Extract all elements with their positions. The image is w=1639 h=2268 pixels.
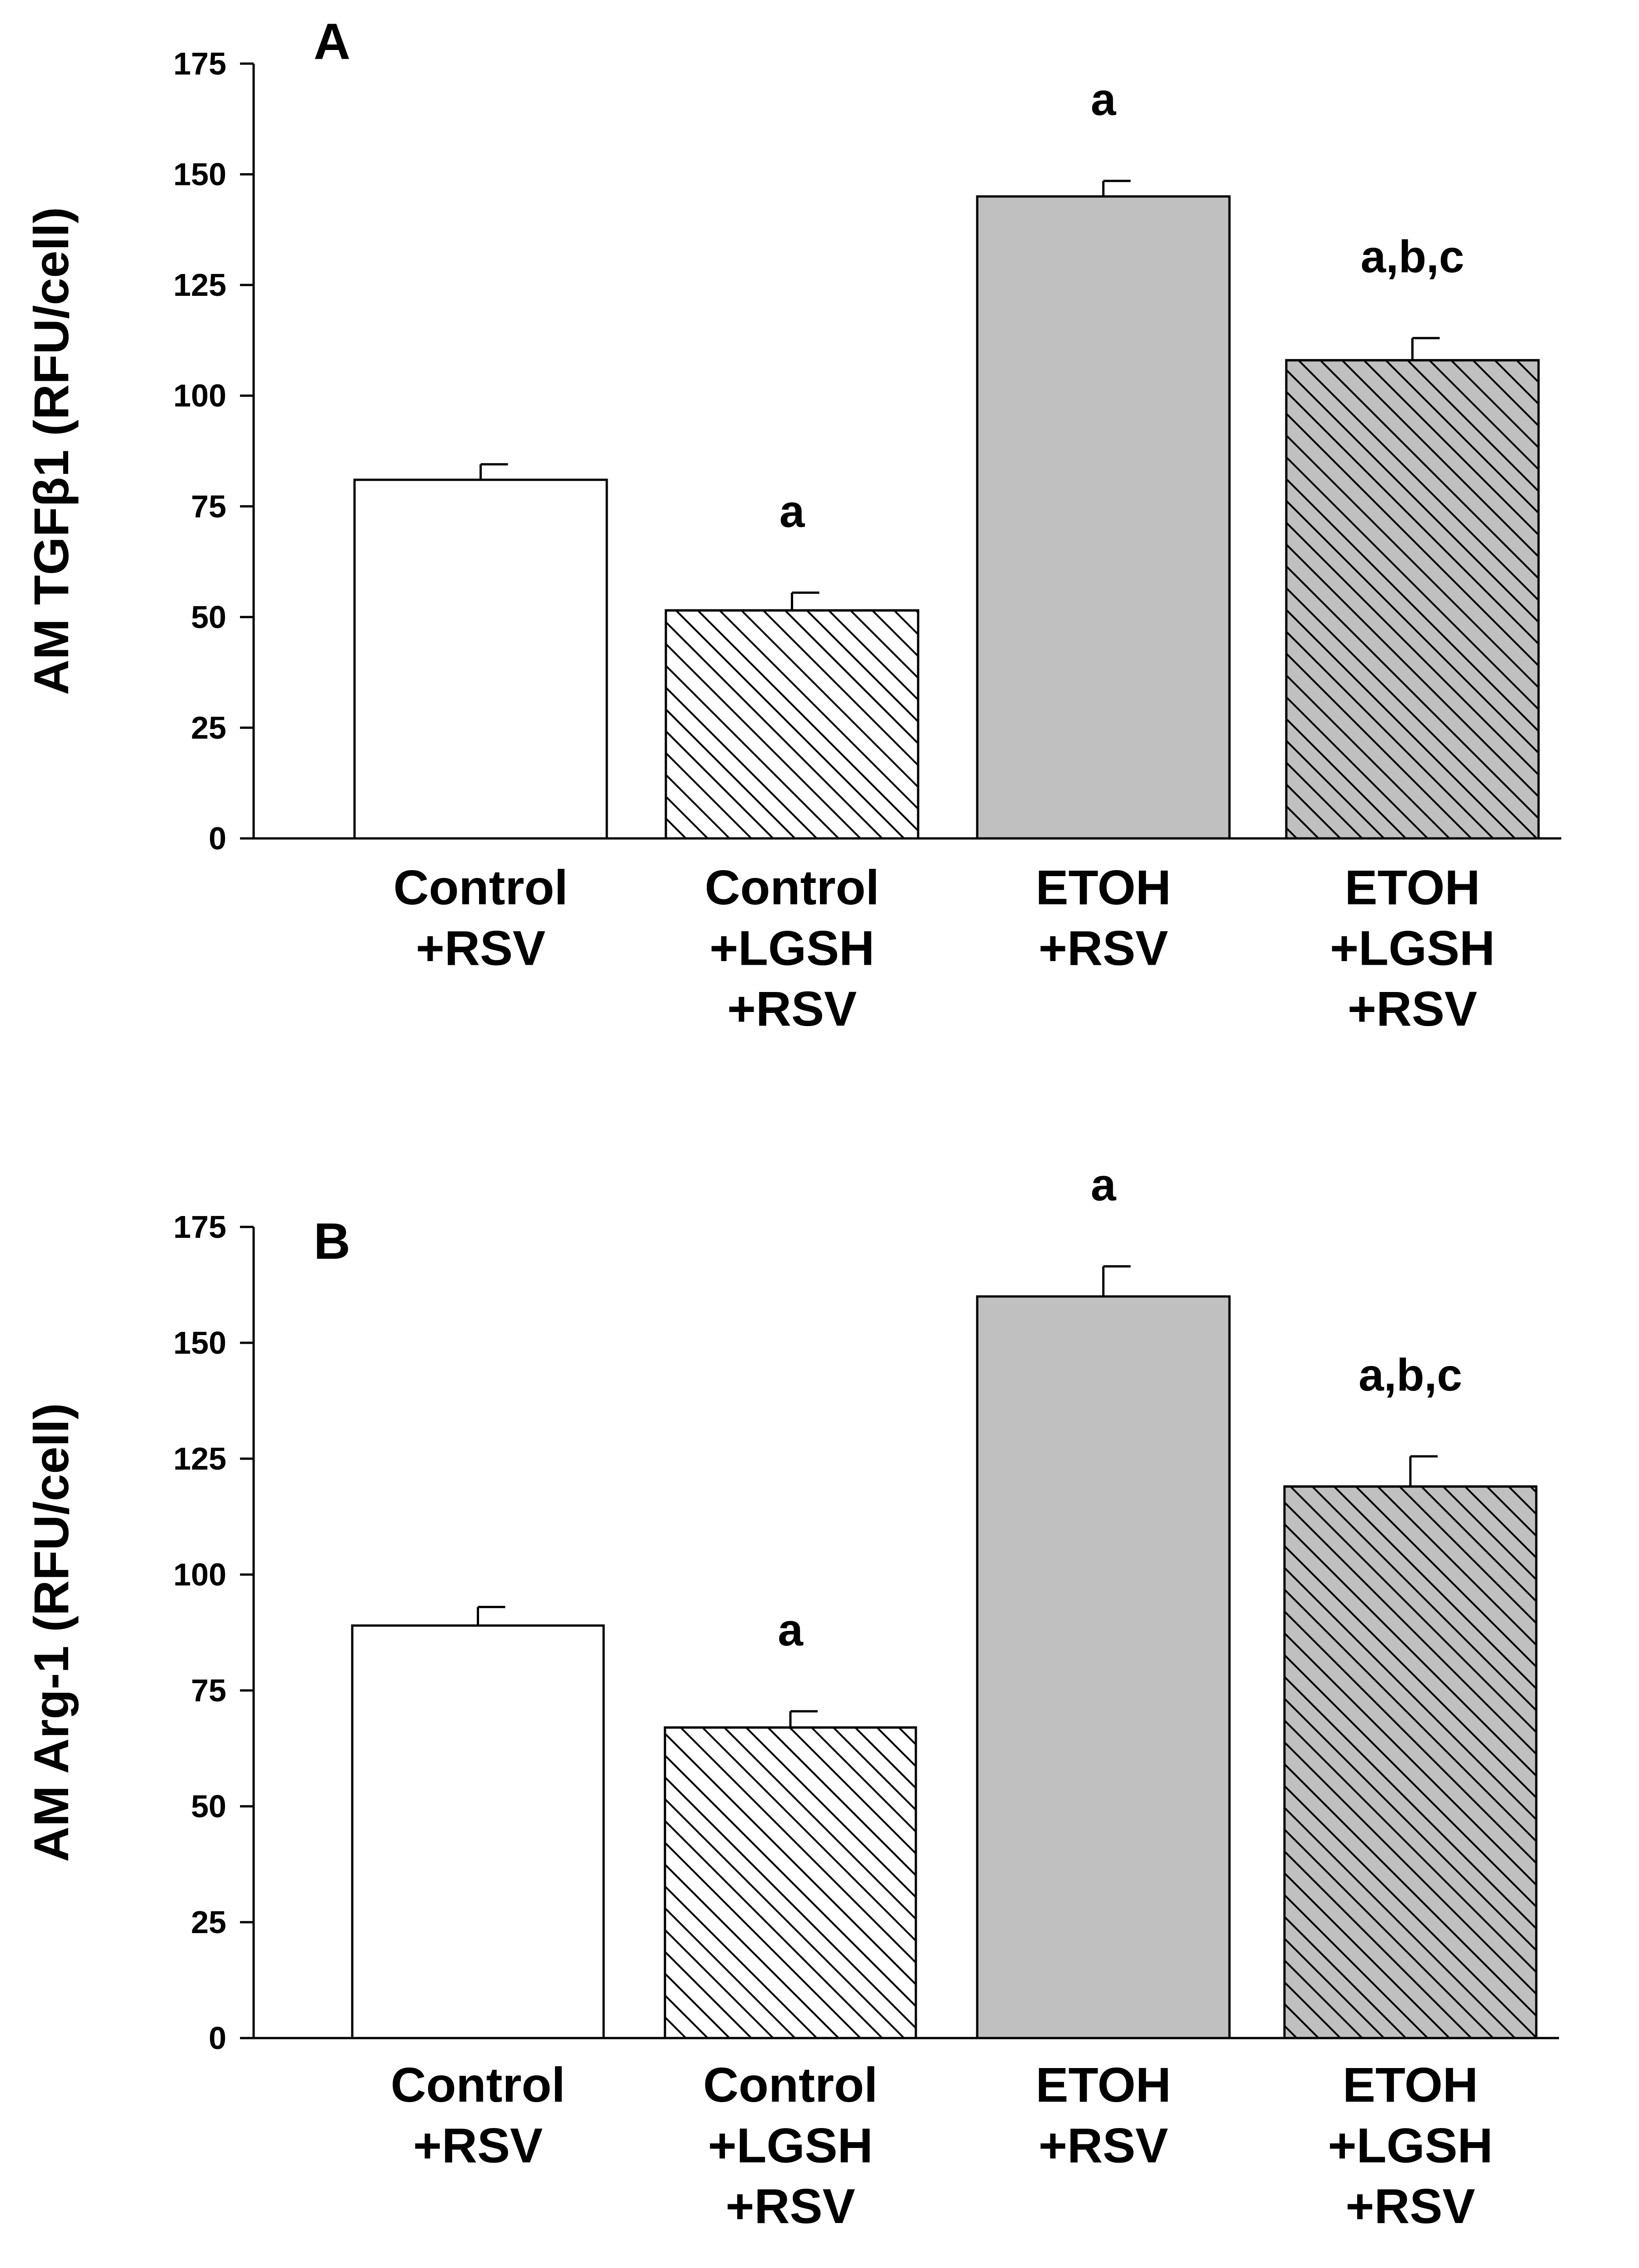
- bar-hatch: [665, 609, 919, 840]
- x-category-label: ETOH: [1343, 2057, 1478, 2112]
- bar[interactable]: [353, 479, 608, 840]
- bar-hatch: [1283, 1485, 1538, 2039]
- y-tick-label: 125: [173, 267, 226, 303]
- x-category-label: +RSV: [725, 2178, 855, 2233]
- y-tick-label: 125: [173, 1441, 226, 1476]
- significance-label: a: [778, 1605, 804, 1655]
- panel-b: 0 25 50 75 100 125 150 175 AM Arg-1 (RFU/cell) B C…: [24, 1160, 1559, 2233]
- significance-label: a,b,c: [1361, 231, 1464, 282]
- y-axis-label: AM TGFβ1 (RFU/cell): [24, 207, 79, 695]
- bar[interactable]: [976, 1295, 1231, 2039]
- y-tick-label: 100: [173, 378, 226, 414]
- x-category-label: Control: [705, 860, 879, 915]
- x-category-label: +RSV: [416, 920, 545, 975]
- x-category-label: ETOH: [1344, 860, 1480, 915]
- bar[interactable]: [976, 195, 1231, 840]
- x-category-label: ETOH: [1035, 2057, 1171, 2112]
- x-category-label: +RSV: [1039, 2118, 1168, 2173]
- bar-hatch: [664, 1726, 917, 2039]
- x-category-label: +LGSH: [708, 2118, 873, 2173]
- y-tick-label: 75: [191, 488, 226, 524]
- x-category-label: +RSV: [413, 2118, 543, 2173]
- x-category-label: +RSV: [1039, 920, 1168, 975]
- y-tick-label: 150: [173, 1325, 226, 1361]
- x-category-label: +LGSH: [1330, 920, 1495, 975]
- significance-label: a: [1091, 74, 1117, 125]
- y-axis-label: AM Arg-1 (RFU/cell): [24, 1403, 79, 1862]
- y-tick-label: 100: [173, 1557, 226, 1592]
- y-tick-label: 75: [191, 1673, 226, 1708]
- significance-label: a,b,c: [1359, 1350, 1462, 1401]
- y-tick-label: 50: [191, 1789, 226, 1824]
- bar-hatch: [1285, 359, 1540, 840]
- significance-label: a: [1091, 1160, 1117, 1211]
- x-category-label: +LGSH: [710, 920, 874, 975]
- bar[interactable]: [351, 1624, 605, 2039]
- y-tick-label: 0: [209, 821, 226, 856]
- panel-label: A: [314, 13, 350, 70]
- panel-a: 0 25 50 75 100 125 150 175 AM TGFβ1 (RFU/cell) A C…: [24, 13, 1561, 1036]
- x-category-label: Control: [391, 2057, 565, 2112]
- y-tick-label: 50: [191, 599, 226, 635]
- x-category-label: +RSV: [1345, 2178, 1475, 2233]
- x-category-label: +LGSH: [1328, 2118, 1493, 2173]
- y-tick-label: 25: [191, 1904, 226, 1940]
- panel-label: B: [314, 1213, 350, 1270]
- x-category-label: +RSV: [1348, 981, 1477, 1036]
- x-category-label: Control: [394, 860, 568, 915]
- x-category-label: +RSV: [727, 981, 857, 1036]
- x-category-label: Control: [703, 2057, 878, 2112]
- significance-label: a: [780, 486, 805, 537]
- y-tick-label: 150: [173, 157, 226, 192]
- y-tick-label: 0: [209, 2020, 226, 2056]
- y-tick-label: 175: [173, 1209, 226, 1245]
- x-category-label: ETOH: [1035, 860, 1171, 915]
- y-tick-label: 175: [173, 46, 226, 81]
- y-tick-label: 25: [191, 710, 226, 745]
